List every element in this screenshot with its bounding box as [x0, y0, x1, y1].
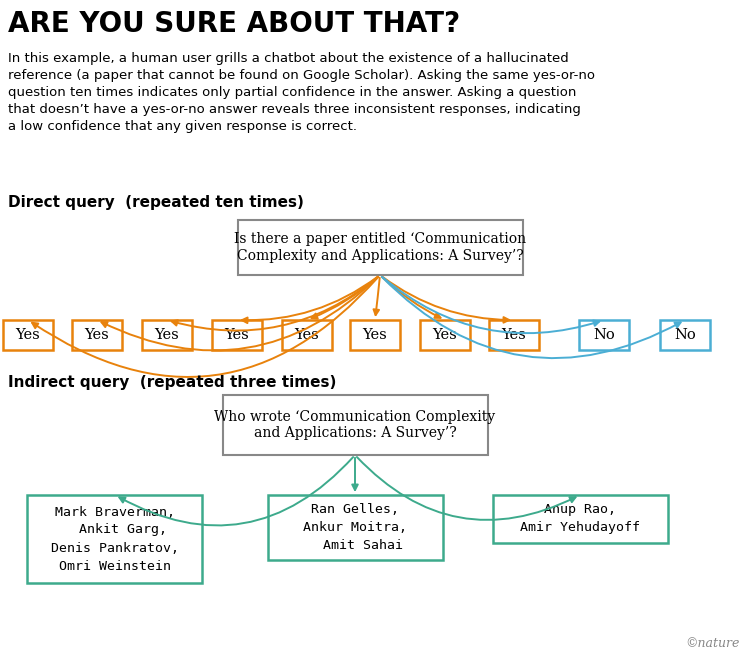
FancyBboxPatch shape	[72, 320, 122, 350]
Text: No: No	[593, 328, 615, 342]
FancyBboxPatch shape	[3, 320, 53, 350]
FancyBboxPatch shape	[493, 495, 668, 543]
Text: Yes: Yes	[294, 328, 319, 342]
FancyBboxPatch shape	[660, 320, 710, 350]
FancyBboxPatch shape	[579, 320, 629, 350]
Text: Yes: Yes	[85, 328, 110, 342]
Text: Yes: Yes	[502, 328, 526, 342]
Text: Who wrote ‘Communication Complexity
and Applications: A Survey’?: Who wrote ‘Communication Complexity and …	[215, 410, 496, 440]
Text: Anup Rao,
Amir Yehudayoff: Anup Rao, Amir Yehudayoff	[520, 503, 640, 535]
Text: Direct query  (repeated ten times): Direct query (repeated ten times)	[8, 195, 304, 210]
Text: In this example, a human user grills a chatbot about the existence of a hallucin: In this example, a human user grills a c…	[8, 52, 595, 133]
Text: ©nature: ©nature	[686, 637, 740, 650]
FancyBboxPatch shape	[212, 320, 262, 350]
Text: Yes: Yes	[433, 328, 457, 342]
FancyBboxPatch shape	[489, 320, 539, 350]
Text: Indirect query  (repeated three times): Indirect query (repeated three times)	[8, 375, 336, 390]
Text: Mark Braverman,
  Ankit Garg,
Denis Pankratov,
Omri Weinstein: Mark Braverman, Ankit Garg, Denis Pankra…	[51, 505, 179, 573]
Text: ARE YOU SURE ABOUT THAT?: ARE YOU SURE ABOUT THAT?	[8, 10, 460, 38]
FancyBboxPatch shape	[222, 395, 487, 455]
Text: Is there a paper entitled ‘Communication
Complexity and Applications: A Survey’?: Is there a paper entitled ‘Communication…	[234, 232, 526, 263]
Text: Yes: Yes	[155, 328, 179, 342]
FancyBboxPatch shape	[282, 320, 332, 350]
FancyBboxPatch shape	[267, 495, 442, 560]
FancyBboxPatch shape	[350, 320, 400, 350]
Text: Yes: Yes	[225, 328, 249, 342]
Text: No: No	[674, 328, 696, 342]
Text: Ran Gelles,
Ankur Moitra,
  Amit Sahai: Ran Gelles, Ankur Moitra, Amit Sahai	[303, 503, 407, 552]
FancyBboxPatch shape	[237, 220, 523, 275]
FancyBboxPatch shape	[28, 495, 203, 583]
Text: Yes: Yes	[16, 328, 41, 342]
FancyBboxPatch shape	[142, 320, 192, 350]
FancyBboxPatch shape	[420, 320, 470, 350]
Text: Yes: Yes	[363, 328, 388, 342]
